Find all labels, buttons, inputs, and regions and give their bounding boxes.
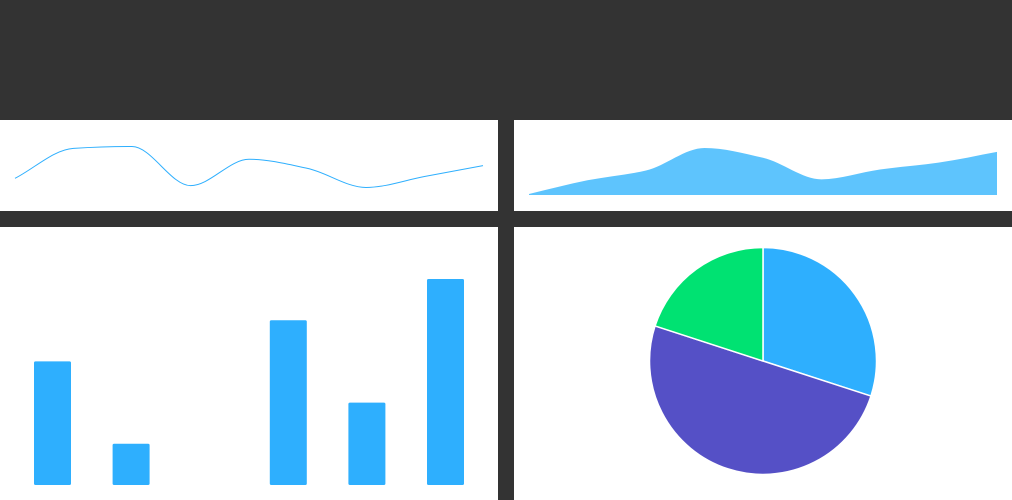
bar <box>269 320 307 485</box>
pie-chart <box>648 246 878 476</box>
pie-slice <box>648 325 872 476</box>
bar <box>427 279 464 485</box>
bar-chart <box>34 279 464 485</box>
bar <box>348 402 386 485</box>
line-chart <box>14 146 484 188</box>
pie-slice <box>654 246 764 362</box>
header-bar <box>0 0 1012 120</box>
area-chart <box>529 147 997 195</box>
area-chart-panel <box>514 120 1012 211</box>
pie-chart-panel <box>514 227 1012 500</box>
line-series <box>14 146 484 188</box>
bar <box>112 443 150 485</box>
line-chart-panel <box>0 120 498 211</box>
area-series <box>529 147 997 195</box>
pie-slice <box>762 246 878 397</box>
bar <box>34 361 71 485</box>
bar-chart-panel <box>0 227 498 500</box>
